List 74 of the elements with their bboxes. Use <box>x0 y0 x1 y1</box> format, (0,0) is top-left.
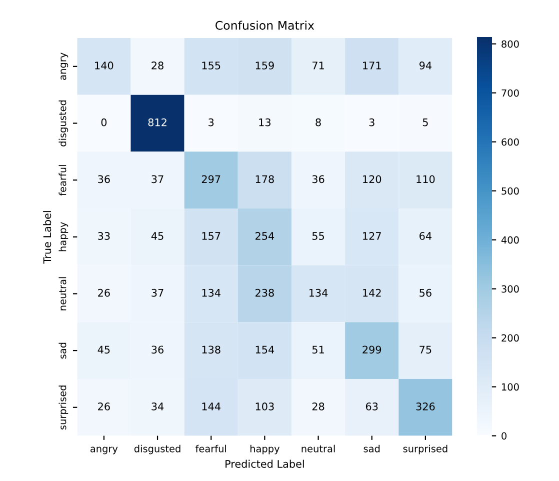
data-label: 254 <box>256 232 274 240</box>
color-bar-label: 700 <box>502 89 519 97</box>
x-tick-label: angry <box>90 446 118 454</box>
data-label: 238 <box>256 288 274 297</box>
chart-title: Confusion Matrix <box>216 20 314 30</box>
data-label: 51 <box>312 346 324 354</box>
color-bar-label: 400 <box>501 236 519 244</box>
x-tick-label: disgusted <box>134 444 180 454</box>
data-label: 155 <box>202 62 220 70</box>
color-bar-label: 800 <box>502 40 519 48</box>
data-label: 37 <box>152 288 164 297</box>
data-label: 120 <box>363 175 382 184</box>
data-label: 299 <box>362 346 382 354</box>
data-label: 28 <box>312 402 324 410</box>
data-label: 178 <box>256 175 274 184</box>
data-label: 812 <box>148 118 166 126</box>
data-label: 297 <box>202 175 220 184</box>
data-label: 26 <box>98 288 110 297</box>
data-label: 45 <box>98 346 110 354</box>
data-label: 157 <box>202 232 220 240</box>
y-axis-title: True Label <box>43 211 52 264</box>
data-label: 28 <box>152 62 164 70</box>
data-label: 8 <box>316 118 321 126</box>
color-bar-label: 100 <box>502 383 519 391</box>
data-label: 159 <box>256 62 274 70</box>
y-tick-label: sad <box>58 342 66 359</box>
y-tick-label: neutral <box>58 277 66 310</box>
data-label: 127 <box>363 232 381 240</box>
data-label: 26 <box>98 402 110 410</box>
data-label: 63 <box>366 402 378 410</box>
y-tick-label: angry <box>60 52 68 80</box>
data-label: 0 <box>101 118 107 126</box>
data-label: 64 <box>420 232 432 240</box>
data-label: 37 <box>152 175 164 184</box>
data-label: 140 <box>95 62 114 70</box>
x-tick-label: fearful <box>196 444 226 452</box>
data-label: 94 <box>419 62 432 70</box>
data-label: 56 <box>420 288 432 297</box>
data-label: 13 <box>259 118 270 126</box>
data-label: 110 <box>416 175 435 184</box>
color-bar-label: 200 <box>502 334 519 342</box>
data-label: 34 <box>152 402 164 410</box>
data-label: 55 <box>312 232 324 240</box>
data-label: 3 <box>208 118 214 126</box>
data-label: 103 <box>256 402 274 410</box>
data-label: 326 <box>416 402 435 410</box>
data-label: 36 <box>98 175 110 184</box>
x-tick-label: happy <box>250 444 280 454</box>
color-bar-label: 600 <box>502 138 519 146</box>
data-label: 45 <box>151 232 164 240</box>
data-label: 138 <box>202 346 220 354</box>
x-tick-label: neutral <box>302 444 335 452</box>
data-label: 5 <box>422 118 428 126</box>
color-bar-label: 500 <box>502 187 519 195</box>
y-tick-label: fearful <box>58 165 66 196</box>
data-label: 142 <box>363 288 381 297</box>
data-label: 3 <box>369 118 374 126</box>
y-tick-label: happy <box>58 222 68 252</box>
y-tick-label: disgusted <box>58 100 68 146</box>
data-label: 36 <box>312 175 324 184</box>
color-bar-label: 300 <box>502 285 519 293</box>
data-label: 36 <box>152 346 164 354</box>
data-label: 144 <box>202 402 220 410</box>
data-label: 33 <box>98 232 110 240</box>
color-bar-label: 0 <box>502 432 506 440</box>
x-axis-title: Predicted Label <box>226 460 304 468</box>
data-label: 75 <box>420 346 432 354</box>
data-label: 71 <box>312 62 324 70</box>
x-tick-label: sad <box>364 444 380 452</box>
data-label: 154 <box>256 346 274 354</box>
data-label: 171 <box>363 62 381 70</box>
x-tick-label: surprised <box>403 444 448 454</box>
data-label: 134 <box>309 288 328 297</box>
data-label: 134 <box>202 288 220 297</box>
